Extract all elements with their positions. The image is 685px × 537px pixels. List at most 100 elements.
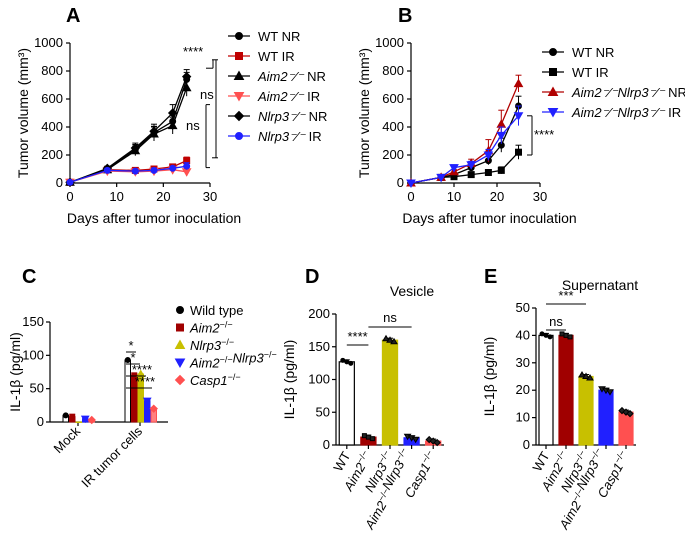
legend-label: Casp1−/− <box>190 372 241 388</box>
y-tick-label: 800 <box>41 63 63 78</box>
x-tick-label: 20 <box>490 189 504 204</box>
data-point <box>449 164 459 173</box>
bar-point <box>62 412 69 419</box>
data-point <box>496 131 507 141</box>
y-tick-label: 20 <box>516 382 530 397</box>
y-tick-label: 400 <box>41 119 63 134</box>
data-point <box>103 166 111 174</box>
y-tick-label: 400 <box>382 119 404 134</box>
bar-point <box>586 374 594 381</box>
bar-point <box>348 360 354 366</box>
data-point <box>515 148 522 156</box>
bar-point <box>433 438 441 447</box>
bar <box>578 375 594 446</box>
legend-entry: Aim2⁻⁄⁻Nlrp3⁻⁄⁻ NR <box>542 85 685 100</box>
bar-point <box>344 359 350 365</box>
legend-entry: Aim2⁻⁄⁻Nlrp3⁻⁄⁻ IR <box>542 105 681 120</box>
y-axis-label: Tumor volume (mm³) <box>15 48 31 178</box>
legend-marker <box>235 132 243 140</box>
panel-a-chart: 0 200 400 600 800 1000 0 10 20 30 Tumor volume (mm… <box>15 29 327 226</box>
bar <box>538 334 554 446</box>
series-3 <box>406 105 524 189</box>
x-tick-label: 10 <box>447 189 461 204</box>
bar-point <box>390 337 398 345</box>
bar-point <box>582 372 590 379</box>
x-axis-label: Days after tumor inoculation <box>402 210 576 226</box>
bar <box>75 421 82 423</box>
chart-title: Vesicle <box>390 283 435 299</box>
series-line <box>69 76 188 183</box>
legend-entry: Aim2−/−Nlrp3−/− <box>174 350 277 371</box>
y-tick-label: 0 <box>523 437 530 452</box>
bar <box>618 411 634 446</box>
sig-label: **** <box>347 329 367 344</box>
legend-label: WT IR <box>258 49 295 64</box>
y-axis-label: IL-1β (pg/ml) <box>7 332 23 412</box>
y-tick-label: 0 <box>56 175 63 190</box>
legend-marker <box>233 110 245 122</box>
bar-point <box>80 415 90 424</box>
x-tick-label: 20 <box>156 189 170 204</box>
data-point <box>167 108 178 118</box>
data-point <box>513 112 524 121</box>
bar-point <box>124 357 131 363</box>
series-line <box>69 165 187 183</box>
bar-point <box>149 404 158 413</box>
bar-point <box>539 331 545 337</box>
x-tick-label: Mock <box>51 423 84 456</box>
legend-marker <box>549 48 557 56</box>
panel-letter-b: B <box>398 5 412 27</box>
sig-label: ns <box>549 314 563 329</box>
panel-letter-a: A <box>66 5 80 27</box>
data-point <box>406 179 416 189</box>
x-tick-label: 10 <box>109 189 123 204</box>
x-tick-label: IR tumor cells <box>78 423 145 490</box>
y-tick-label: 800 <box>382 63 404 78</box>
legend-label: Nlrp3⁻⁄⁻ NR <box>258 109 327 124</box>
legend-marker <box>174 374 186 386</box>
x-tick-label: 0 <box>66 189 73 204</box>
bar-point <box>606 389 614 396</box>
sig-label: **** <box>135 374 155 389</box>
series-5 <box>66 162 191 186</box>
data-point <box>497 166 505 174</box>
bar <box>558 334 574 446</box>
data-point <box>149 126 159 136</box>
legend-label: Wild type <box>190 303 243 318</box>
legend-marker <box>176 306 184 314</box>
bar-point <box>340 357 346 363</box>
legend-marker <box>233 70 245 80</box>
y-tick-label: 50 <box>30 381 44 396</box>
data-point <box>496 119 507 128</box>
bar-point <box>382 334 390 342</box>
data-point <box>467 171 475 179</box>
legend-marker <box>235 52 243 60</box>
panel-letter-e: E <box>484 266 497 288</box>
y-tick-label: 150 <box>308 339 330 354</box>
y-tick-label: 100 <box>22 347 44 362</box>
legend-marker <box>174 358 186 369</box>
y-axis-label: Tumor volume (mm³) <box>356 48 372 178</box>
bar-point <box>547 334 553 340</box>
legend-marker <box>176 323 184 332</box>
legend-entry: Nlrp3−/− <box>174 337 234 353</box>
sig-label: **** <box>183 44 203 59</box>
y-tick-label: 200 <box>41 147 63 162</box>
legend-label: WT IR <box>572 65 609 80</box>
y-tick-label: 200 <box>382 147 404 162</box>
legend-entry: Wild type <box>176 303 243 318</box>
sig-label: * <box>128 338 133 353</box>
legend-label: WT NR <box>258 29 300 44</box>
bar-point <box>567 334 573 340</box>
bar-point <box>369 436 375 442</box>
panel-letter-d: D <box>305 266 319 288</box>
x-axis-label: Days after tumor inoculation <box>67 210 241 226</box>
y-tick-label: 0 <box>323 437 330 452</box>
legend-entry: Aim2⁻⁄⁻ IR <box>228 89 320 104</box>
legend-entry: Nlrp3⁻⁄⁻ NR <box>228 109 327 124</box>
y-tick-label: 50 <box>316 404 330 419</box>
legend-entry: WT NR <box>228 29 300 44</box>
